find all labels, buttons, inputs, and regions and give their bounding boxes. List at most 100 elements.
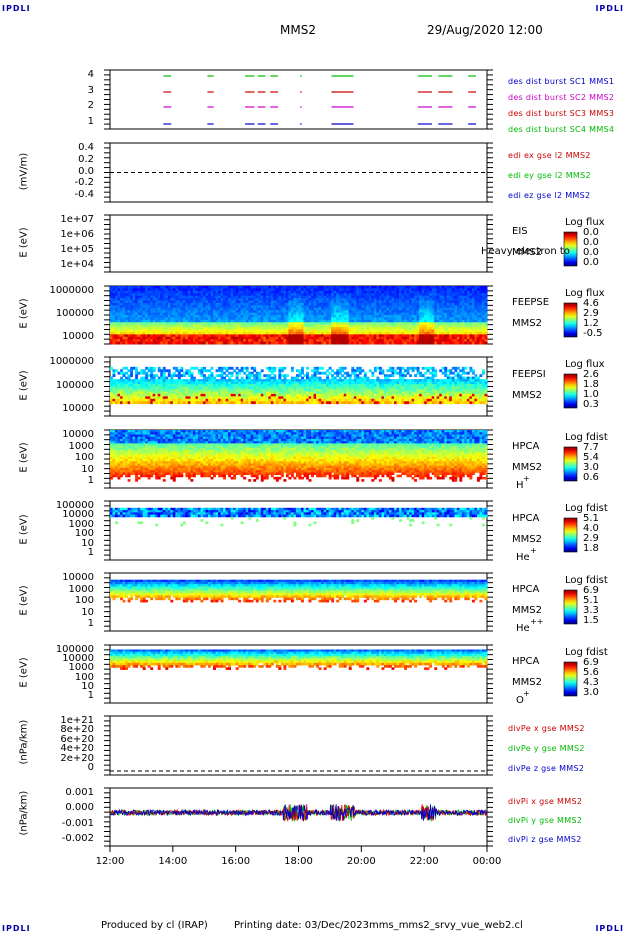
spectrogram-cell [157, 315, 161, 318]
spectrogram-cell [165, 388, 169, 392]
spectrogram-cell [283, 322, 287, 326]
spectrogram-cell [449, 312, 453, 316]
spectrogram-cell [464, 339, 468, 342]
spectrogram-cell [147, 293, 151, 297]
spectrogram-cell [210, 384, 214, 387]
spectrogram-cell [451, 290, 455, 294]
spectrogram-cell [195, 329, 199, 333]
spectrogram-cell [399, 322, 402, 326]
spectrogram-cell [331, 336, 335, 340]
spectrogram-cell [484, 331, 488, 335]
spectrogram-cell [336, 295, 340, 299]
spectrogram-cell [165, 384, 169, 387]
spectrogram-cell [283, 295, 287, 299]
spectrogram-cell [240, 317, 244, 321]
spectrogram-cell [464, 334, 468, 338]
spectrogram-cell [265, 341, 269, 345]
spectrogram-cell [145, 381, 149, 385]
spectrogram-cell [439, 298, 443, 301]
spectrogram-cell [311, 286, 314, 289]
spectrogram-cell [208, 401, 211, 405]
spectrogram-cell [368, 339, 372, 342]
spectrogram-cell [394, 298, 397, 301]
spectrogram-cell [165, 307, 169, 311]
spectrogram-cell [484, 319, 488, 323]
spectrogram-cell [112, 371, 116, 375]
spectrogram-cell [223, 319, 227, 323]
spectrogram-cell [238, 386, 242, 390]
spectrogram-cell [328, 334, 332, 338]
spectrogram-cell [373, 331, 377, 335]
spectrogram-cell [293, 331, 297, 335]
spectrogram-cell [449, 341, 453, 345]
spectrogram-cell [127, 288, 131, 292]
spectrogram-cell [316, 312, 320, 316]
spectrogram-cell [479, 324, 483, 328]
spectrogram-cell [130, 290, 134, 294]
spectrogram-cell [190, 398, 194, 402]
spectrogram-cell [185, 298, 189, 301]
spectrogram-cell [155, 336, 159, 340]
spectrogram-cell [172, 307, 176, 311]
spectrogram-cell [431, 288, 435, 292]
spectrogram-cell [338, 339, 342, 342]
spectrogram-cell [356, 290, 360, 294]
spectrogram-cell [283, 376, 287, 380]
spectrogram-cell [459, 288, 463, 292]
spectrogram-cell [366, 307, 370, 311]
spectrogram-cell [248, 310, 252, 313]
spectrogram-cell [396, 290, 400, 294]
spectrogram-cell [117, 319, 121, 323]
spectrogram-cell [283, 374, 287, 378]
spectrogram-cell [446, 298, 450, 301]
spectrogram-cell [268, 312, 272, 316]
spectrogram-cell [162, 341, 166, 345]
spectrogram-cell [172, 379, 176, 382]
spectrogram-cell [130, 374, 134, 378]
spectrogram-cell [245, 331, 249, 335]
spectrogram-cell [160, 386, 164, 390]
spectrogram-cell [273, 384, 277, 387]
spectrogram-cell [386, 295, 390, 299]
spectrogram-cell [449, 327, 453, 330]
spectrogram-cell [180, 391, 184, 395]
spectrogram-cell [331, 334, 335, 338]
spectrogram-cell [220, 339, 224, 342]
spectrogram-cell [446, 334, 450, 338]
spectrogram-cell [220, 298, 224, 301]
spectrogram-cell [278, 293, 282, 297]
spectrogram-cell [170, 388, 174, 392]
spectrogram-cell [406, 302, 410, 306]
spectrogram-cell [459, 307, 463, 311]
spectrogram-cell [145, 286, 149, 289]
spectrogram-cell [170, 315, 174, 318]
spectrogram-cell [202, 369, 206, 373]
spectrogram-cell [301, 319, 304, 323]
spectrogram-cell [245, 339, 249, 342]
spectrogram-cell [167, 315, 171, 318]
spectrogram-cell [142, 312, 146, 316]
spectrogram-cell [197, 295, 201, 299]
spectrogram-cell [205, 319, 209, 323]
spectrogram-cell [130, 315, 134, 318]
spectrogram-cell [356, 339, 360, 342]
spectrogram-cell [220, 302, 224, 306]
spectrogram-cell [396, 324, 400, 328]
spectrogram-cell [152, 324, 156, 328]
spectrogram-cell [321, 300, 325, 304]
spectrogram-cell [323, 331, 327, 335]
spectrogram-cell [301, 288, 304, 292]
spectrogram-cell [245, 288, 249, 292]
spectrogram-cell [243, 391, 247, 395]
spectrogram-cell [348, 317, 352, 321]
spectrogram-cell [356, 327, 360, 330]
spectrogram-cell [263, 384, 267, 387]
spectrogram-cell [456, 290, 460, 294]
spectrogram-cell [220, 384, 224, 387]
spectrogram-cell [376, 302, 380, 306]
spectrogram-cell [175, 381, 179, 385]
spectrogram-cell [142, 384, 146, 387]
spectrogram-cell [383, 305, 387, 309]
spectrogram-cell [283, 288, 287, 292]
spectrogram-cell [308, 386, 312, 390]
